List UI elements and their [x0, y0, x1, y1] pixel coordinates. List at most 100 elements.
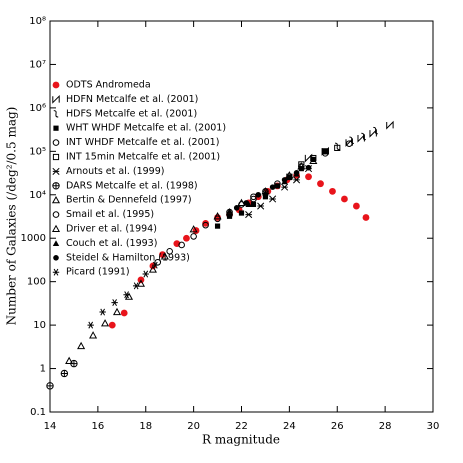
data-point — [362, 214, 370, 221]
data-point — [183, 234, 190, 242]
data-point — [373, 126, 378, 135]
legend-symbol — [52, 268, 60, 276]
y-tick-label: 10 — [33, 320, 46, 331]
y-tick-label: 10⁵ — [29, 146, 46, 157]
legend-label: Arnouts et al. (1999) — [66, 166, 164, 177]
legend-symbol — [52, 94, 60, 104]
data-point — [243, 200, 250, 206]
legend-label: Driver et al. (1994) — [66, 224, 157, 235]
x-tick-label: 28 — [379, 421, 392, 432]
x-tick-label: 16 — [92, 421, 105, 432]
data-point — [250, 193, 257, 201]
data-point — [329, 187, 336, 195]
data-point — [297, 162, 306, 170]
legend-label: Steidel & Hamilton (1993) — [66, 252, 190, 263]
data-point — [269, 184, 276, 190]
y-tick-label: 1000 — [21, 233, 46, 244]
data-point — [120, 309, 128, 317]
data-point — [77, 341, 86, 350]
data-point — [148, 265, 157, 273]
data-point — [213, 212, 222, 220]
legend-symbol — [53, 125, 59, 131]
legend-symbol — [51, 224, 61, 233]
x-tick-label: 18 — [139, 421, 152, 432]
data-point — [345, 140, 353, 147]
data-point — [202, 221, 209, 229]
data-point — [255, 191, 262, 198]
y-tick-label: 1 — [40, 364, 46, 375]
data-point — [190, 233, 197, 240]
x-tick-label: 14 — [44, 421, 57, 432]
data-point — [274, 183, 281, 189]
data-point — [136, 279, 146, 287]
legend-symbol — [51, 195, 61, 204]
y-tick-label: 10⁴ — [29, 190, 46, 201]
x-tick-label: 30 — [427, 421, 440, 432]
data-point — [357, 133, 365, 143]
data-point — [310, 156, 316, 163]
data-point — [245, 211, 253, 219]
y-tick-label: 10⁶ — [29, 103, 46, 114]
data-point — [60, 369, 69, 378]
data-point — [281, 177, 288, 183]
data-point — [361, 132, 366, 141]
data-point — [111, 299, 118, 307]
x-tick-label: 22 — [235, 421, 248, 432]
x-tick-label: 26 — [331, 421, 344, 432]
data-point — [349, 136, 354, 144]
data-point — [108, 321, 116, 329]
legend-symbol — [52, 240, 60, 246]
x-axis-label: R magnitude — [202, 433, 280, 447]
data-point — [274, 180, 281, 187]
data-point — [237, 198, 246, 206]
data-point — [285, 171, 294, 179]
data-point — [178, 241, 185, 249]
data-point — [233, 205, 240, 211]
data-point — [269, 195, 277, 203]
data-point — [262, 189, 269, 196]
legend-label: INT WHDF Metcalfe et al. (2001) — [66, 137, 219, 148]
data-point — [345, 138, 353, 147]
data-point — [189, 225, 198, 233]
y-tick-label: 10⁸ — [29, 16, 46, 27]
data-point — [305, 164, 312, 171]
data-point — [250, 201, 257, 208]
data-point — [99, 308, 106, 316]
x-tick-label: 24 — [283, 421, 296, 432]
legend-symbol — [52, 211, 60, 218]
legend-symbol — [52, 167, 60, 175]
data-point — [334, 144, 341, 151]
data-point — [214, 223, 221, 229]
data-point — [89, 331, 98, 339]
data-point — [293, 176, 301, 184]
data-point — [238, 210, 245, 216]
legend-label: Bertin & Dennefeld (1997) — [66, 195, 192, 206]
data-point — [262, 194, 269, 200]
legend-symbol — [52, 81, 60, 89]
legend-symbol — [52, 153, 60, 161]
data-point — [65, 356, 74, 364]
data-point — [281, 183, 289, 191]
data-point — [226, 213, 233, 219]
data-point — [293, 170, 300, 176]
y-tick-label: 0.1 — [30, 407, 46, 418]
legend-label: HDFN Metcalfe et al. (2001) — [66, 94, 198, 105]
data-point — [317, 180, 324, 188]
data-point — [160, 252, 169, 260]
legend-symbol — [52, 139, 60, 146]
data-point — [310, 154, 317, 162]
data-point — [46, 382, 54, 390]
data-point — [250, 195, 257, 203]
data-point — [123, 291, 130, 299]
y-axis-label: Number of Galaxies (/deg²/0.5 mag) — [5, 107, 19, 326]
legend-label: INT 15min Metcalfe et al. (2001) — [66, 152, 220, 163]
data-point — [334, 142, 340, 151]
legend-label: ODTS Andromeda — [66, 80, 151, 91]
legend-label: WHT WHDF Metcalfe et al. (2001) — [66, 123, 226, 134]
data-point — [202, 219, 209, 227]
data-point — [132, 282, 140, 290]
legend-label: DARS Metcalfe et al. (1998) — [66, 180, 198, 191]
data-point — [341, 195, 348, 203]
data-point — [321, 150, 329, 157]
